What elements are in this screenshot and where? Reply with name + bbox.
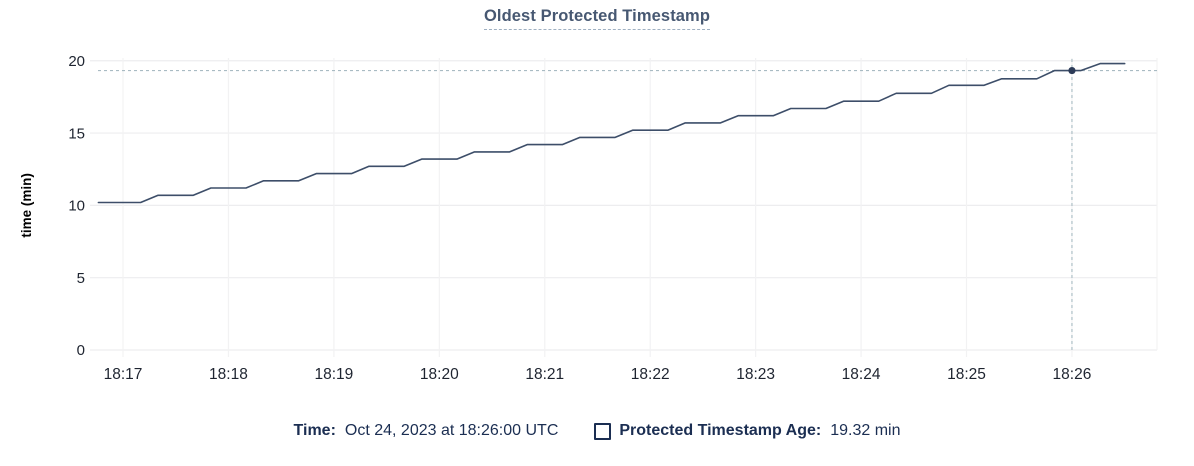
y-axis-title: time (min): [19, 173, 34, 238]
x-tick-label: 18:19: [314, 366, 353, 383]
y-tick-label: 15: [68, 125, 85, 142]
y-tick-label: 10: [68, 198, 85, 215]
x-tick-label: 18:26: [1053, 366, 1092, 383]
x-tick-label: 18:20: [420, 366, 459, 383]
x-tick-label: 18:25: [947, 366, 986, 383]
chart-title[interactable]: Oldest Protected Timestamp: [483, 7, 711, 30]
hover-dot: [1068, 66, 1076, 75]
chart-title-row: Oldest Protected Timestamp: [0, 7, 1194, 30]
x-tick-label: 18:24: [842, 366, 881, 383]
y-tick-label: 5: [77, 270, 85, 287]
series-legend-value: 19.32 min: [830, 422, 901, 439]
hover-time-value: Oct 24, 2023 at 18:26:00 UTC: [344, 422, 559, 439]
series-legend-label: Protected Timestamp Age:: [619, 422, 822, 439]
checkbox-unchecked-icon[interactable]: [594, 422, 612, 440]
y-tick-label: 0: [77, 342, 85, 359]
x-tick-label: 18:18: [209, 366, 248, 383]
x-tick-label: 18:17: [104, 366, 143, 383]
x-tick-label: 18:21: [525, 366, 564, 383]
series-legend-toggle[interactable]: Protected Timestamp Age: 19.32 min: [594, 422, 900, 440]
hover-time-label: Time:: [293, 422, 336, 439]
x-tick-label: 18:22: [631, 366, 670, 383]
protected-timestamp-age-line: [97, 62, 1126, 204]
hover-tooltip-legend: Time: Oct 24, 2023 at 18:26:00 UTC Prote…: [0, 422, 1194, 440]
x-tick-label: 18:23: [736, 366, 775, 383]
hover-time-group: Time: Oct 24, 2023 at 18:26:00 UTC: [294, 422, 559, 440]
y-tick-label: 20: [68, 53, 85, 70]
